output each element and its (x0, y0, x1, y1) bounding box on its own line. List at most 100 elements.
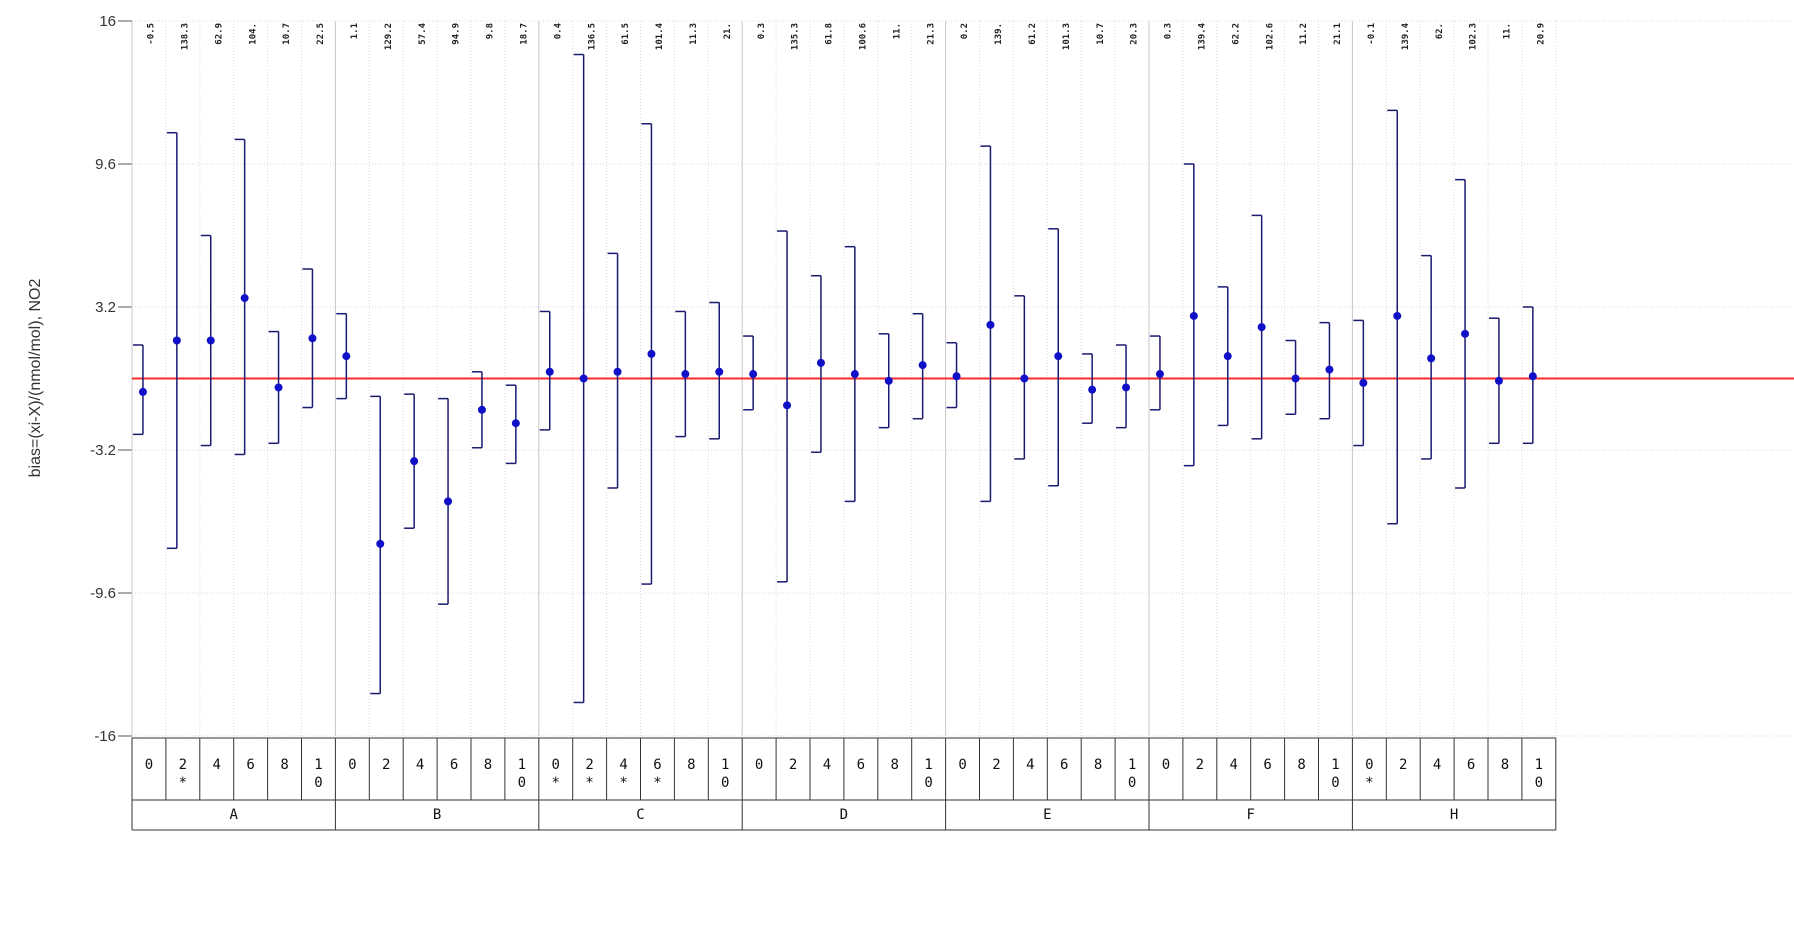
top-value-label: 10.7 (1096, 23, 1106, 45)
top-value-label: 139.4 (1198, 22, 1208, 50)
condition-label: 4 (1230, 757, 1238, 773)
condition-label: 4 (213, 757, 221, 773)
condition-label: 2 (1196, 757, 1204, 773)
top-value-label: 102.6 (1265, 23, 1275, 50)
top-value-label: 21.1 (1333, 23, 1343, 45)
top-value-label: -0.1 (1367, 23, 1377, 45)
condition-label: 2 (992, 757, 1000, 773)
condition-label: 6 (450, 757, 458, 773)
condition-label: 0 (145, 757, 153, 773)
lab-label: B (433, 807, 441, 823)
condition-label: 1 (1331, 757, 1339, 773)
data-point (1122, 383, 1131, 392)
data-point (715, 367, 724, 376)
data-point (410, 457, 419, 466)
data-point (986, 320, 995, 329)
condition-label: 4 (619, 757, 627, 773)
condition-label-2: 0 (1331, 775, 1339, 791)
condition-label: 0 (552, 757, 560, 773)
data-point (952, 372, 961, 381)
data-point (613, 367, 622, 376)
top-value-label: 11.2 (1299, 23, 1309, 45)
condition-label-2: * (552, 775, 560, 791)
data-point (1223, 352, 1232, 361)
lab-label: E (1043, 807, 1051, 823)
data-point (816, 358, 825, 367)
condition-label-2: * (585, 775, 593, 791)
lab-label: C (636, 807, 644, 823)
data-point (376, 539, 385, 548)
condition-label: 8 (1501, 757, 1509, 773)
condition-label-2: * (1365, 775, 1373, 791)
condition-label-2: 0 (1128, 775, 1136, 791)
top-value-label: 136.5 (587, 23, 597, 50)
y-tick-label: 3.2 (95, 299, 116, 316)
top-value-label: 139.4 (1401, 22, 1411, 50)
y-tick-label: -16 (94, 728, 116, 745)
top-value-label: 135.3 (791, 23, 801, 50)
top-value-label: 9.8 (486, 23, 496, 39)
top-value-label: 61.8 (825, 23, 835, 45)
data-point (444, 497, 453, 506)
condition-label: 1 (721, 757, 729, 773)
condition-label-2: * (653, 775, 661, 791)
data-point (172, 336, 181, 345)
condition-label: 0 (1162, 757, 1170, 773)
condition-label: 8 (687, 757, 695, 773)
top-value-label: 62. (1435, 23, 1445, 39)
condition-label: 4 (1026, 757, 1034, 773)
y-tick-label: -9.6 (90, 585, 116, 602)
data-point (138, 387, 147, 396)
condition-label-2: 0 (721, 775, 729, 791)
condition-label: 4 (416, 757, 424, 773)
lab-label: H (1450, 807, 1458, 823)
y-tick-label: 16 (99, 13, 116, 30)
condition-label: 8 (1094, 757, 1102, 773)
top-value-label: 18.7 (520, 23, 530, 45)
condition-label: 4 (1433, 757, 1441, 773)
top-value-label: 101.4 (655, 22, 665, 50)
condition-label: 8 (280, 757, 288, 773)
data-point (579, 374, 588, 383)
condition-label: 2 (382, 757, 390, 773)
data-point (1461, 329, 1470, 338)
top-value-label: 138.3 (181, 23, 191, 50)
condition-label-2: 0 (1535, 775, 1543, 791)
data-point (1494, 376, 1503, 385)
condition-label-2: 0 (314, 775, 322, 791)
condition-label: 6 (246, 757, 254, 773)
condition-label: 4 (823, 757, 831, 773)
top-value-label: 61.2 (1028, 23, 1038, 45)
data-point (1325, 365, 1334, 374)
top-value-label: 20.9 (1537, 23, 1547, 45)
data-point (1054, 352, 1063, 361)
data-point (240, 294, 249, 303)
lab-label: D (840, 807, 848, 823)
condition-label: 2 (179, 757, 187, 773)
condition-label: 6 (653, 757, 661, 773)
data-point (1528, 372, 1537, 381)
top-value-label: 61.5 (621, 23, 631, 45)
y-axis-title: bias=(xi-X)/(nmol/mol), NO2 (27, 279, 44, 478)
condition-label: 6 (1263, 757, 1271, 773)
top-value-label: 0.2 (960, 23, 970, 39)
top-value-label: 0.3 (757, 23, 767, 39)
data-point (511, 419, 520, 428)
condition-label: 1 (924, 757, 932, 773)
top-value-label: 1.1 (350, 23, 360, 39)
data-point (1189, 311, 1198, 320)
top-value-label: 21.3 (926, 23, 936, 45)
data-point (1359, 378, 1368, 387)
condition-label: 8 (1297, 757, 1305, 773)
condition-label: 2 (1399, 757, 1407, 773)
top-value-label: 62.2 (1231, 23, 1241, 45)
top-value-label: 20.3 (1130, 23, 1140, 45)
data-point (647, 349, 656, 358)
data-point (1291, 374, 1300, 383)
top-value-label: 102.3 (1469, 23, 1479, 50)
top-value-label: 10.7 (282, 23, 292, 45)
top-value-label: 94.9 (452, 23, 462, 45)
top-value-label: 22.5 (316, 23, 326, 45)
data-point (1155, 370, 1164, 379)
